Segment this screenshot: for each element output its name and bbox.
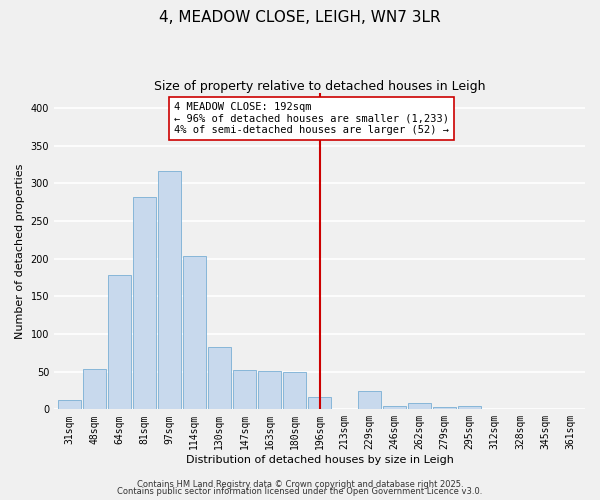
Bar xyxy=(183,256,206,410)
Title: Size of property relative to detached houses in Leigh: Size of property relative to detached ho… xyxy=(154,80,485,93)
Bar xyxy=(308,396,331,409)
Y-axis label: Number of detached properties: Number of detached properties xyxy=(15,164,25,339)
Bar xyxy=(433,407,456,410)
Text: Contains public sector information licensed under the Open Government Licence v3: Contains public sector information licen… xyxy=(118,487,482,496)
Bar xyxy=(283,372,306,410)
Bar xyxy=(158,170,181,410)
X-axis label: Distribution of detached houses by size in Leigh: Distribution of detached houses by size … xyxy=(185,455,454,465)
Bar xyxy=(408,402,431,409)
Bar xyxy=(383,406,406,409)
Bar xyxy=(358,392,381,409)
Bar xyxy=(258,371,281,410)
Bar xyxy=(107,276,131,409)
Bar xyxy=(58,400,80,409)
Bar xyxy=(83,370,106,410)
Text: Contains HM Land Registry data © Crown copyright and database right 2025.: Contains HM Land Registry data © Crown c… xyxy=(137,480,463,489)
Text: 4, MEADOW CLOSE, LEIGH, WN7 3LR: 4, MEADOW CLOSE, LEIGH, WN7 3LR xyxy=(159,10,441,25)
Text: 4 MEADOW CLOSE: 192sqm
← 96% of detached houses are smaller (1,233)
4% of semi-d: 4 MEADOW CLOSE: 192sqm ← 96% of detached… xyxy=(174,102,449,135)
Bar xyxy=(458,406,481,409)
Bar xyxy=(233,370,256,410)
Bar xyxy=(133,197,156,410)
Bar xyxy=(208,347,231,410)
